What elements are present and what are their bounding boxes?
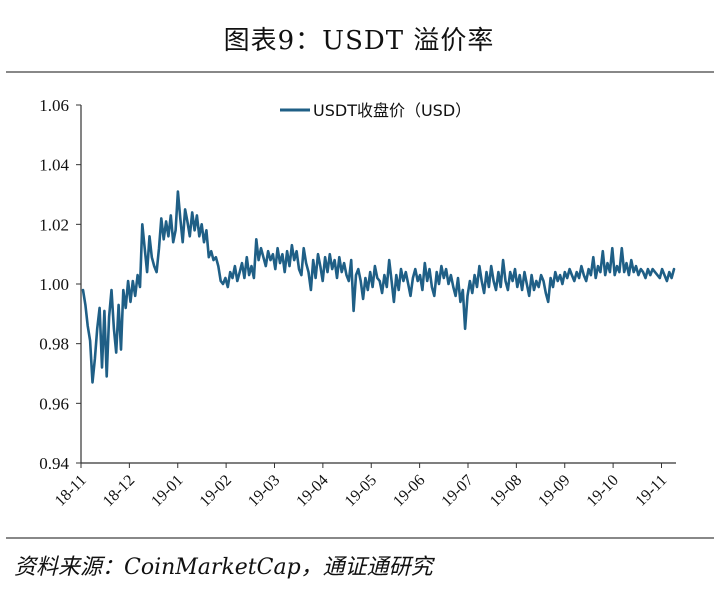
series-line [81, 190, 676, 384]
x-tick-label: 19-10 [584, 472, 622, 510]
bottom-divider [6, 537, 714, 539]
x-tick-label: 19-04 [293, 472, 331, 510]
y-tick-label: 1.04 [39, 156, 69, 175]
figure-title: 图表9：USDT 溢价率 [223, 25, 495, 56]
y-tick-label: 0.98 [39, 335, 69, 354]
x-tick-label: 19-09 [535, 472, 573, 510]
x-tick-label: 19-05 [342, 472, 380, 510]
x-tick-label: 19-02 [197, 472, 235, 510]
line-chart: 0.94 0.96 0.98 1.00 1.02 1.04 1.06 18-11 18-12 19… [39, 96, 676, 510]
x-tick-label: 18-11 [52, 472, 90, 510]
x-tick-label: 19-06 [390, 472, 428, 510]
x-tick-label: 19-07 [438, 472, 476, 510]
x-tick-label: 19-11 [632, 472, 670, 510]
source-note: 资料来源：CoinMarketCap，通证通研究 [14, 555, 433, 580]
y-tick-label: 1.06 [39, 96, 69, 115]
x-tick-label: 19-08 [487, 472, 525, 510]
y-tick-label: 0.96 [39, 394, 69, 413]
y-tick-label: 1.00 [39, 275, 69, 294]
top-divider [6, 71, 714, 73]
y-tick-label: 0.94 [39, 454, 69, 473]
y-tick-label: 1.02 [39, 215, 69, 234]
x-tick-label: 19-03 [245, 472, 283, 510]
x-tick-label: 19-01 [148, 472, 186, 510]
x-tick-label: 18-12 [100, 472, 138, 510]
legend-label: USDT收盘价（USD） [313, 101, 471, 120]
